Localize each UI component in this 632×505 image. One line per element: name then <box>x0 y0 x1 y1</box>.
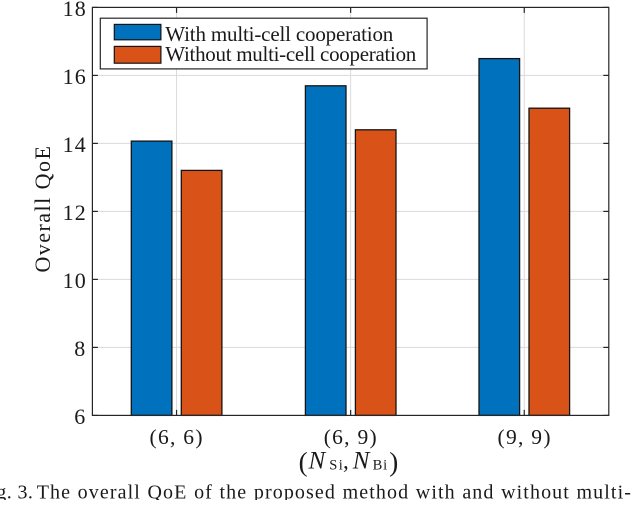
svg-text:N: N <box>308 448 327 475</box>
svg-text:(: ( <box>299 447 308 477</box>
svg-text:): ) <box>389 447 398 477</box>
svg-text:Overall QoE: Overall QoE <box>30 146 55 272</box>
svg-text:Si: Si <box>329 458 344 474</box>
svg-text:With multi-cell cooperation: With multi-cell cooperation <box>165 22 393 46</box>
svg-text:The overall QoE of the propose: The overall QoE of the proposed method w… <box>37 482 632 500</box>
svg-text:N: N <box>352 448 371 475</box>
svg-text:(6, 9): (6, 9) <box>324 425 377 449</box>
svg-text:Bi: Bi <box>373 458 389 474</box>
svg-text:18: 18 <box>63 0 87 21</box>
svg-text:(9, 9): (9, 9) <box>498 425 551 449</box>
svg-text:12: 12 <box>63 200 87 225</box>
svg-text:(6, 6): (6, 6) <box>150 425 203 449</box>
svg-text:6: 6 <box>74 404 86 429</box>
svg-text:8: 8 <box>74 336 86 361</box>
svg-text:14: 14 <box>63 132 87 157</box>
svg-text:,: , <box>343 449 349 474</box>
svg-text:16: 16 <box>63 64 87 89</box>
svg-text:10: 10 <box>63 268 87 293</box>
svg-text:Without multi-cell cooperation: Without multi-cell cooperation <box>165 42 416 66</box>
svg-text:Fig. 3.: Fig. 3. <box>0 482 33 500</box>
